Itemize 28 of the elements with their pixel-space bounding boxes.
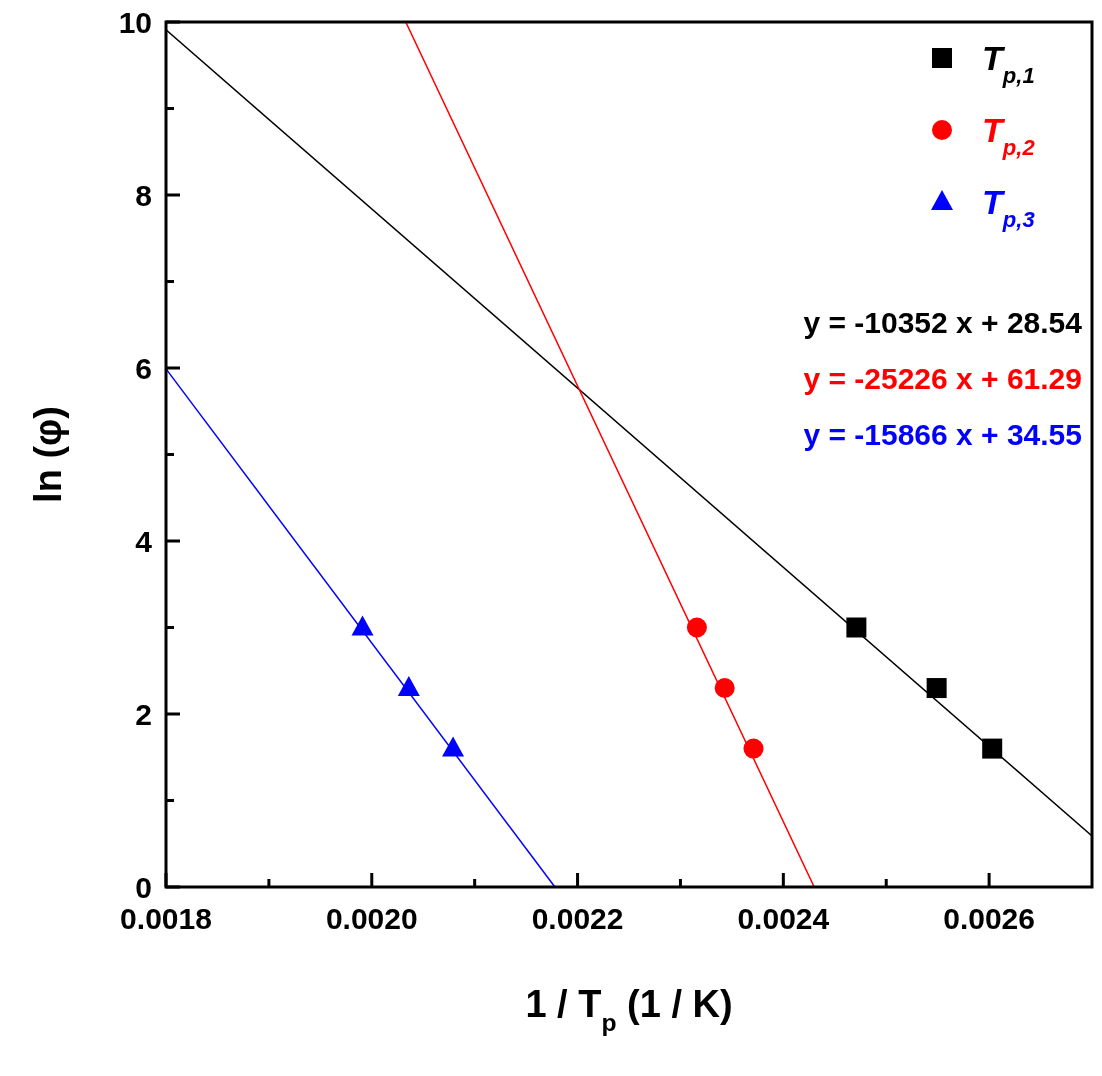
x-tick-label: 0.0022 — [531, 902, 624, 935]
x-tick-label: 0.0020 — [325, 902, 418, 935]
x-axis-title: 1 / T$_{p}$ (1 / K) — [525, 983, 733, 1036]
y-tick-label: 8 — [135, 179, 152, 212]
point — [846, 617, 867, 638]
point — [351, 615, 374, 636]
y-tick-label: 4 — [135, 525, 153, 558]
x-tick-label: 0.0026 — [943, 902, 1035, 935]
x-tick-label: 0.0018 — [120, 902, 212, 935]
annotation: y = -10352 x + 28.54 — [803, 306, 1083, 340]
point — [982, 738, 1003, 759]
y-tick-label: 0 — [135, 871, 152, 904]
y-axis-title: ln (φ) — [27, 406, 69, 503]
legend-label: T$_{p,1}$ — [982, 39, 1035, 88]
annotation: y = -25226 x + 61.29 — [803, 362, 1082, 396]
point — [714, 678, 735, 699]
legend-label: T$_{p,2}$ — [982, 111, 1036, 160]
y-tick-label: 10 — [118, 6, 152, 39]
x-tick-label: 0.0024 — [737, 902, 830, 935]
point — [442, 736, 465, 757]
y-tick-label: 6 — [135, 352, 152, 385]
y-tick-label: 2 — [135, 698, 152, 731]
point — [686, 617, 707, 638]
annotation: y = -15866 x + 34.55 — [803, 418, 1082, 452]
legend-label: T$_{p,3}$ — [982, 183, 1036, 232]
point — [397, 676, 420, 697]
point — [743, 738, 764, 759]
point — [926, 678, 947, 699]
